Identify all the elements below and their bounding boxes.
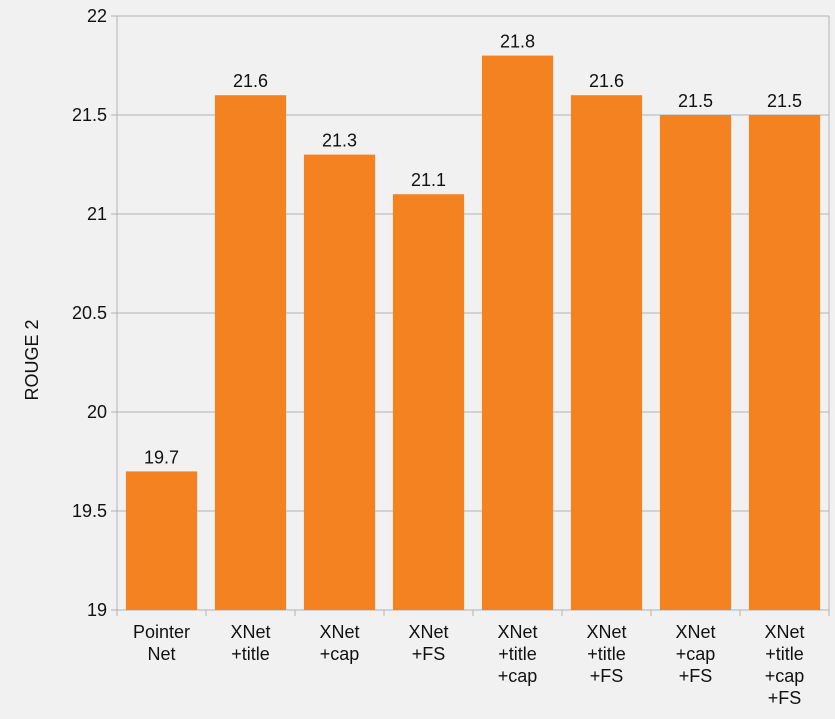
y-tick-label: 21 xyxy=(87,204,107,224)
y-tick-label: 22 xyxy=(87,6,107,26)
bar xyxy=(570,95,643,610)
bar xyxy=(481,55,554,611)
data-label: 19.7 xyxy=(144,447,179,467)
x-category-label-line: XNet xyxy=(764,622,804,642)
x-category-label-line: +FS xyxy=(590,666,624,686)
x-category-label-line: +title xyxy=(765,644,804,664)
data-label: 21.6 xyxy=(589,71,624,91)
bar xyxy=(214,95,287,610)
x-category-label-line: +cap xyxy=(320,644,360,664)
x-category-label-line: XNet xyxy=(408,622,448,642)
x-category-label-line: Net xyxy=(147,644,175,664)
x-category-label-line: XNet xyxy=(586,622,626,642)
data-label: 21.1 xyxy=(411,170,446,190)
data-label: 21.6 xyxy=(233,71,268,91)
y-tick-label: 20 xyxy=(87,402,107,422)
x-category-label: XNet +title +FS xyxy=(586,622,626,686)
x-category-label-line: +FS xyxy=(679,666,713,686)
y-tick-label: 21.5 xyxy=(72,105,107,125)
y-axis-title: ROUGE 2 xyxy=(22,319,42,400)
x-category-label: XNet +title xyxy=(230,622,270,664)
x-category-label-line: +FS xyxy=(768,688,802,708)
bars xyxy=(125,55,821,611)
x-category-label-line: XNet xyxy=(319,622,359,642)
x-category-label-line: +title xyxy=(498,644,537,664)
data-label: 21.5 xyxy=(678,91,713,111)
x-category-label-line: +FS xyxy=(412,644,446,664)
y-tick-label: 19 xyxy=(87,600,107,620)
bar xyxy=(125,471,198,610)
bar xyxy=(748,115,821,610)
x-category-label: XNet +title +cap xyxy=(497,622,537,686)
labels: 19 19.5 20 20.5 21 21.5 22 19.7 Pointer Net 21.6 XN… xyxy=(72,6,805,708)
data-label: 21.5 xyxy=(767,91,802,111)
x-category-label-line: +cap xyxy=(498,666,538,686)
x-category-label-line: +title xyxy=(587,644,626,664)
y-tick-label: 20.5 xyxy=(72,303,107,323)
x-category-label: XNet +cap xyxy=(319,622,359,664)
x-category-label: XNet +FS xyxy=(408,622,448,664)
data-label: 21.8 xyxy=(500,32,535,52)
x-category-label-line: XNet xyxy=(675,622,715,642)
x-category-label-line: +cap xyxy=(676,644,716,664)
x-category-label: XNet +title +cap +FS xyxy=(764,622,804,708)
x-category-label-line: +title xyxy=(231,644,270,664)
x-category-label-line: Pointer xyxy=(133,622,190,642)
x-category-label-line: XNet xyxy=(230,622,270,642)
x-category-label: Pointer Net xyxy=(133,622,190,664)
x-category-label-line: XNet xyxy=(497,622,537,642)
bar xyxy=(392,194,465,610)
y-tick-label: 19.5 xyxy=(72,501,107,521)
x-category-label-line: +cap xyxy=(765,666,805,686)
data-label: 21.3 xyxy=(322,131,357,151)
bar xyxy=(303,154,376,610)
x-category-label: XNet +cap +FS xyxy=(675,622,715,686)
bar xyxy=(659,115,732,610)
